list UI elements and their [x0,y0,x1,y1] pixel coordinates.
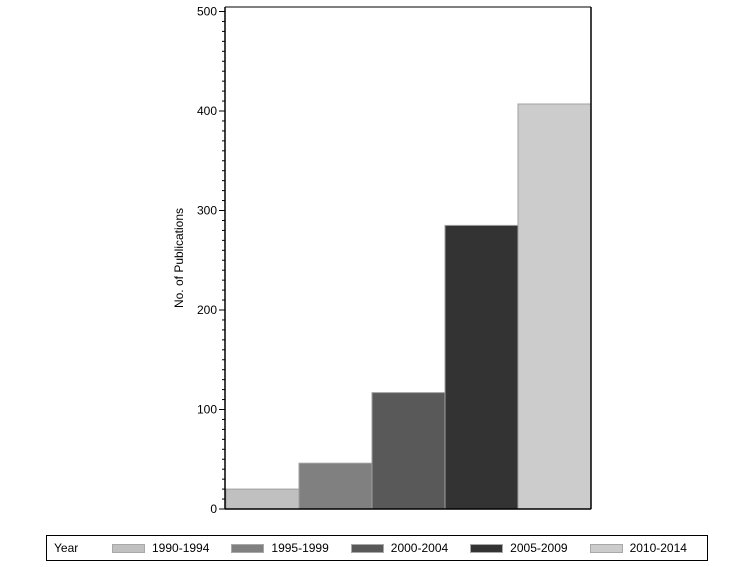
bar-1995-1999 [298,462,373,510]
legend-swatch [470,543,504,553]
y-tick-label: 300 [197,204,217,218]
legend-item: 1995-1999 [231,541,329,555]
bar-2005-2009 [444,224,519,510]
legend-label: 2010-2014 [629,541,687,555]
legend: Year 1990-1994 1995-1999 2000-2004 2005-200… [46,535,708,561]
y-tick-label: 500 [197,5,217,19]
y-tick-label: 0 [210,502,217,516]
bar-2000-2004 [371,392,446,510]
legend-title: Year [54,541,79,555]
legend-item: 2005-2009 [470,541,568,555]
bar-2010-2014 [517,103,592,510]
legend-swatch [589,543,623,553]
legend-label: 2000-2004 [390,541,449,555]
legend-swatch [231,543,265,553]
y-tick-label: 400 [197,104,217,118]
y-tick-label: 200 [197,303,217,317]
bars [225,103,592,510]
legend-label: 1995-1999 [271,541,329,555]
legend-item: 1990-1994 [112,541,209,555]
legend-item: 2000-2004 [350,541,449,555]
y-axis-label: No. of Publications [172,208,186,308]
y-axis: 0 100 200 300 400 500 [197,5,592,516]
legend-label: 1990-1994 [152,541,210,555]
y-tick-label: 100 [197,403,217,417]
legend-item: 2010-2014 [589,541,687,555]
legend-swatch [350,543,384,553]
bar-1990-1994 [225,488,300,510]
legend-label: 2005-2009 [510,541,568,555]
legend-swatch [112,543,145,553]
